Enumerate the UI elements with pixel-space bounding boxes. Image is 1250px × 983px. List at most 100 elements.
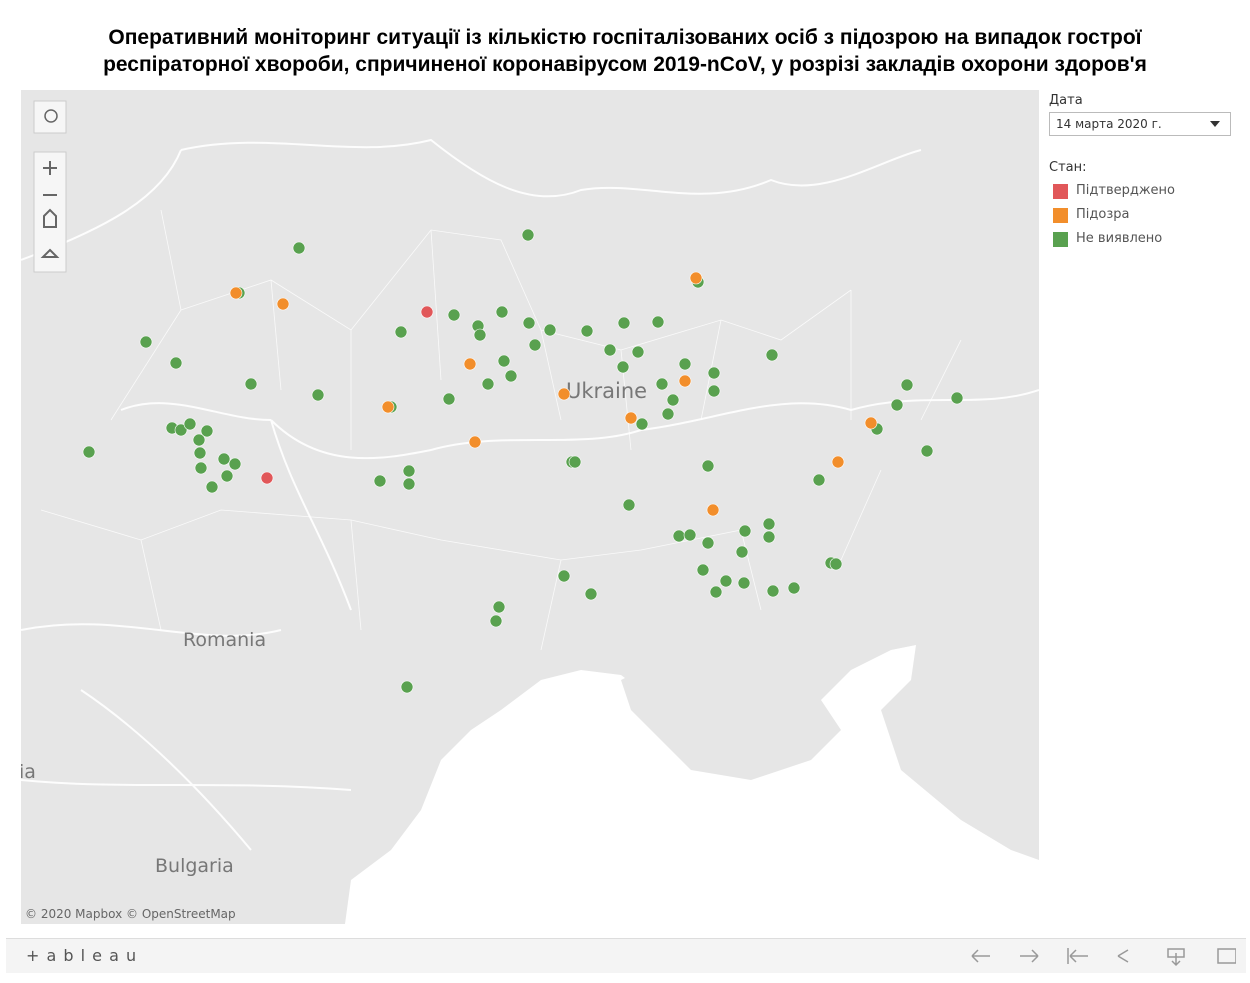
facility-point[interactable] bbox=[394, 325, 408, 339]
facility-point[interactable] bbox=[655, 377, 669, 391]
facility-point[interactable] bbox=[762, 517, 776, 531]
facility-point[interactable] bbox=[468, 435, 482, 449]
facility-point[interactable] bbox=[920, 444, 934, 458]
map-controls[interactable] bbox=[33, 100, 67, 273]
facility-point[interactable] bbox=[603, 343, 617, 357]
tableau-logo[interactable]: + a b l e a u bbox=[26, 946, 138, 965]
legend-item[interactable]: Підозра bbox=[1053, 207, 1129, 223]
legend-item[interactable]: Підтверджено bbox=[1053, 183, 1175, 199]
facility-point[interactable] bbox=[183, 417, 197, 431]
facility-point[interactable] bbox=[192, 433, 206, 447]
facility-point[interactable] bbox=[292, 241, 306, 255]
facility-point[interactable] bbox=[666, 393, 680, 407]
facility-point[interactable] bbox=[672, 529, 686, 543]
facility-point[interactable] bbox=[568, 455, 582, 469]
facility-point[interactable] bbox=[193, 446, 207, 460]
facility-point[interactable] bbox=[220, 469, 234, 483]
facility-point[interactable] bbox=[205, 480, 219, 494]
facility-point[interactable] bbox=[402, 464, 416, 478]
facility-point[interactable] bbox=[706, 503, 720, 517]
facility-point[interactable] bbox=[765, 348, 779, 362]
facility-point[interactable] bbox=[174, 423, 188, 437]
facility-point[interactable] bbox=[260, 471, 274, 485]
facility-point[interactable] bbox=[244, 377, 258, 391]
facility-point[interactable] bbox=[737, 576, 751, 590]
facility-point[interactable] bbox=[489, 614, 503, 628]
facility-point[interactable] bbox=[787, 581, 801, 595]
facility-point[interactable] bbox=[373, 474, 387, 488]
facility-point[interactable] bbox=[678, 374, 692, 388]
facility-point[interactable] bbox=[229, 286, 243, 300]
facility-point[interactable] bbox=[217, 452, 231, 466]
facility-point[interactable] bbox=[528, 338, 542, 352]
facility-point[interactable] bbox=[678, 357, 692, 371]
facility-point[interactable] bbox=[651, 315, 665, 329]
facility-point[interactable] bbox=[631, 345, 645, 359]
facility-point[interactable] bbox=[738, 524, 752, 538]
facility-point[interactable] bbox=[701, 536, 715, 550]
download[interactable] bbox=[1167, 948, 1185, 967]
facility-point[interactable] bbox=[194, 461, 208, 475]
facility-point[interactable] bbox=[766, 584, 780, 598]
facility-point[interactable] bbox=[495, 305, 509, 319]
facility-point[interactable] bbox=[831, 455, 845, 469]
facility-point[interactable] bbox=[402, 477, 416, 491]
facility-point[interactable] bbox=[616, 360, 630, 374]
facility-point[interactable] bbox=[900, 378, 914, 392]
undo[interactable] bbox=[971, 949, 990, 963]
facility-point[interactable] bbox=[707, 366, 721, 380]
facility-point[interactable] bbox=[557, 569, 571, 583]
share[interactable] bbox=[1117, 949, 1129, 963]
facility-point[interactable] bbox=[82, 445, 96, 459]
facility-point[interactable] bbox=[622, 498, 636, 512]
redo[interactable] bbox=[1020, 949, 1039, 963]
facility-point[interactable] bbox=[701, 459, 715, 473]
facility-point[interactable] bbox=[473, 328, 487, 342]
facility-point[interactable] bbox=[661, 407, 675, 421]
facility-point[interactable] bbox=[381, 400, 395, 414]
facility-point[interactable] bbox=[950, 391, 964, 405]
fullscreen[interactable] bbox=[1217, 948, 1236, 964]
facility-point[interactable] bbox=[522, 316, 536, 330]
facility-point[interactable] bbox=[139, 335, 153, 349]
facility-point[interactable] bbox=[829, 557, 843, 571]
facility-point[interactable] bbox=[696, 563, 710, 577]
facility-point[interactable] bbox=[584, 587, 598, 601]
facility-point[interactable] bbox=[497, 354, 511, 368]
facility-point[interactable] bbox=[447, 308, 461, 322]
zoom-controls[interactable] bbox=[33, 151, 67, 273]
facility-point[interactable] bbox=[580, 324, 594, 338]
facility-point[interactable] bbox=[400, 680, 414, 694]
facility-point[interactable] bbox=[200, 424, 214, 438]
search-button[interactable] bbox=[33, 100, 67, 134]
facility-point[interactable] bbox=[617, 316, 631, 330]
date-dropdown[interactable]: 14 марта 2020 г. bbox=[1049, 112, 1231, 136]
facility-point[interactable] bbox=[635, 417, 649, 431]
facility-point[interactable] bbox=[169, 356, 183, 370]
facility-point[interactable] bbox=[481, 377, 495, 391]
facility-point[interactable] bbox=[812, 473, 826, 487]
facility-point[interactable] bbox=[492, 600, 506, 614]
facility-point[interactable] bbox=[557, 387, 571, 401]
facility-point[interactable] bbox=[463, 357, 477, 371]
legend-item[interactable]: Не виявлено bbox=[1053, 231, 1162, 247]
facility-point[interactable] bbox=[521, 228, 535, 242]
facility-point[interactable] bbox=[504, 369, 518, 383]
facility-point[interactable] bbox=[442, 392, 456, 406]
facility-point[interactable] bbox=[420, 305, 434, 319]
facility-point[interactable] bbox=[543, 323, 557, 337]
facility-point[interactable] bbox=[276, 297, 290, 311]
facility-point[interactable] bbox=[311, 388, 325, 402]
facility-point[interactable] bbox=[864, 416, 878, 430]
facility-point[interactable] bbox=[890, 398, 904, 412]
facility-point[interactable] bbox=[707, 384, 721, 398]
facility-point[interactable] bbox=[762, 530, 776, 544]
facility-point[interactable] bbox=[228, 457, 242, 471]
facility-point[interactable] bbox=[683, 528, 697, 542]
revert[interactable] bbox=[1067, 948, 1088, 964]
facility-point[interactable] bbox=[735, 545, 749, 559]
facility-point[interactable] bbox=[624, 411, 638, 425]
facility-point[interactable] bbox=[689, 271, 703, 285]
facility-point[interactable] bbox=[719, 574, 733, 588]
facility-point[interactable] bbox=[709, 585, 723, 599]
